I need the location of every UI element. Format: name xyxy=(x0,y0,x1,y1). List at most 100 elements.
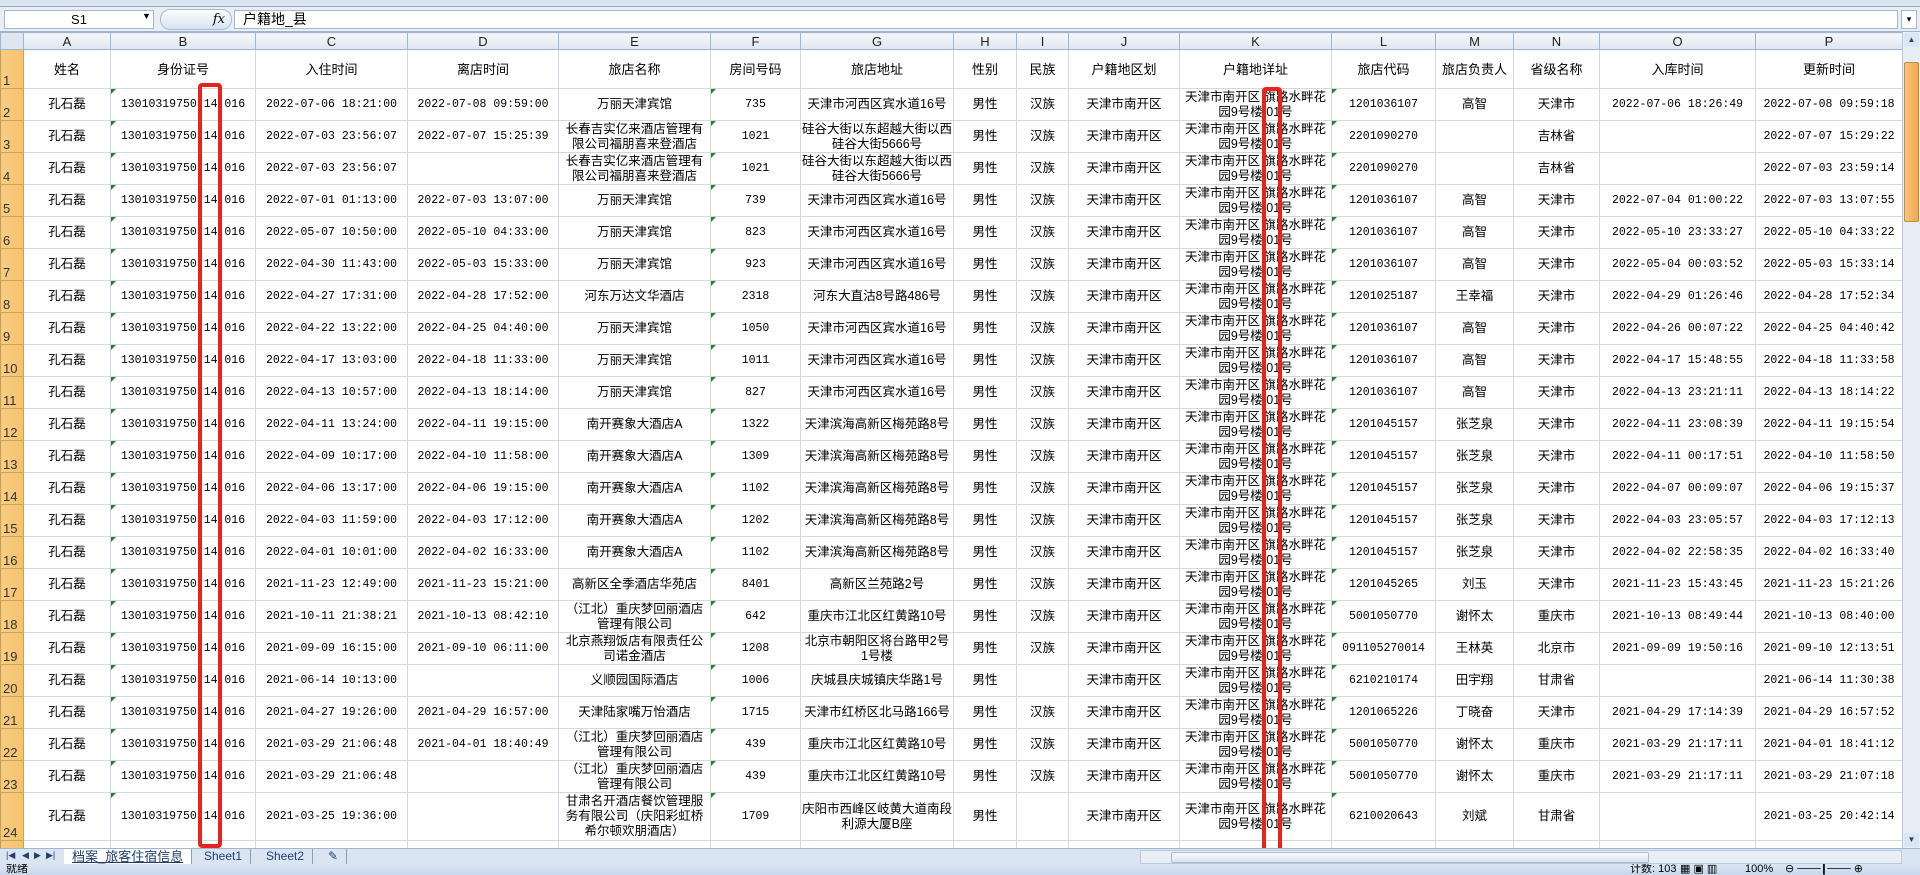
cell-p[interactable]: 2022-04-18 11:33:58 xyxy=(1755,344,1902,377)
cell-e[interactable]: （江北）重庆梦回丽酒店管理有限公司 xyxy=(558,600,711,633)
cell-l[interactable]: 1201045157 xyxy=(1331,408,1436,441)
cell-h[interactable]: 男性 xyxy=(953,312,1017,345)
cell-o[interactable] xyxy=(1599,792,1756,841)
cell-i[interactable]: 汉族 xyxy=(1016,696,1069,729)
cell-b[interactable]: 13010319750 14 016 xyxy=(110,760,256,793)
column-header-c[interactable]: C xyxy=(255,32,408,50)
cell-f[interactable]: 1709 xyxy=(710,792,801,841)
cell-g[interactable]: 硅谷大街以东超越大街以西硅谷大街5666号 xyxy=(800,152,954,185)
cell-m[interactable]: 张芝泉 xyxy=(1435,408,1514,441)
cell-a[interactable]: 孔石磊 xyxy=(23,696,111,729)
cell-l[interactable]: 1201045157 xyxy=(1331,440,1436,473)
cell-e[interactable]: 万丽天津宾馆 xyxy=(558,344,711,377)
cell-j[interactable]: 天津市南开区 xyxy=(1068,408,1180,441)
row-header[interactable]: 4 xyxy=(0,152,24,185)
select-all-corner[interactable] xyxy=(0,32,24,50)
header-cell[interactable]: 旅店名称 xyxy=(558,49,711,89)
cell-h[interactable]: 男性 xyxy=(953,632,1017,665)
cell-j[interactable]: 天津市南开区 xyxy=(1068,216,1180,249)
empty-cell[interactable] xyxy=(1599,840,1756,848)
cell-c[interactable]: 2022-04-27 17:31:00 xyxy=(255,280,408,313)
cell-a[interactable]: 孔石磊 xyxy=(23,344,111,377)
cell-f[interactable]: 439 xyxy=(710,728,801,761)
row-header[interactable]: 18 xyxy=(0,600,24,633)
cell-o[interactable]: 2022-04-26 00:07:22 xyxy=(1599,312,1756,345)
cell-b[interactable]: 13010319750 14 016 xyxy=(110,504,256,537)
cell-p[interactable]: 2022-04-13 18:14:22 xyxy=(1755,376,1902,409)
cell-f[interactable]: 1322 xyxy=(710,408,801,441)
cell-a[interactable]: 孔石磊 xyxy=(23,472,111,505)
cell-n[interactable]: 天津市 xyxy=(1513,88,1600,121)
cell-k[interactable]: 天津市南开区 旗路水畔花园9号楼 01号 xyxy=(1179,600,1332,633)
cell-j[interactable]: 天津市南开区 xyxy=(1068,792,1180,841)
cell-g[interactable]: 重庆市江北区红黄路10号 xyxy=(800,600,954,633)
row-header[interactable]: 5 xyxy=(0,184,24,217)
cell-g[interactable]: 北京市朝阳区将台路甲2号1号楼 xyxy=(800,632,954,665)
cell-n[interactable]: 甘肃省 xyxy=(1513,792,1600,841)
cell-d[interactable]: 2022-07-08 09:59:00 xyxy=(407,88,559,121)
cell-l[interactable]: 5001050770 xyxy=(1331,600,1436,633)
cell-o[interactable] xyxy=(1599,120,1756,153)
header-cell[interactable]: 性别 xyxy=(953,49,1017,89)
cell-k[interactable]: 天津市南开区 旗路水畔花园9号楼 01号 xyxy=(1179,792,1332,841)
cell-p[interactable]: 2022-04-11 19:15:54 xyxy=(1755,408,1902,441)
cell-n[interactable]: 天津市 xyxy=(1513,408,1600,441)
cell-e[interactable]: 南开赛象大酒店A xyxy=(558,536,711,569)
cell-d[interactable]: 2022-04-28 17:52:00 xyxy=(407,280,559,313)
cell-k[interactable]: 天津市南开区 旗路水畔花园9号楼 01号 xyxy=(1179,184,1332,217)
cell-o[interactable]: 2022-07-04 01:00:22 xyxy=(1599,184,1756,217)
cell-j[interactable]: 天津市南开区 xyxy=(1068,696,1180,729)
header-cell[interactable]: 旅店负责人 xyxy=(1435,49,1514,89)
cell-d[interactable]: 2022-04-11 19:15:00 xyxy=(407,408,559,441)
cell-e[interactable]: 河东万达文华酒店 xyxy=(558,280,711,313)
row-header[interactable]: 6 xyxy=(0,216,24,249)
cell-k[interactable]: 天津市南开区 旗路水畔花园9号楼 01号 xyxy=(1179,248,1332,281)
cell-h[interactable]: 男性 xyxy=(953,504,1017,537)
cell-e[interactable]: 万丽天津宾馆 xyxy=(558,248,711,281)
cell-n[interactable]: 天津市 xyxy=(1513,376,1600,409)
empty-cell[interactable] xyxy=(710,840,801,848)
cell-o[interactable]: 2022-07-06 18:26:49 xyxy=(1599,88,1756,121)
row-header[interactable]: 14 xyxy=(0,472,24,505)
row-header[interactable]: 16 xyxy=(0,536,24,569)
cell-f[interactable]: 439 xyxy=(710,760,801,793)
cell-i[interactable]: 汉族 xyxy=(1016,376,1069,409)
cell-i[interactable]: 汉族 xyxy=(1016,248,1069,281)
cell-i[interactable]: 汉族 xyxy=(1016,472,1069,505)
cell-c[interactable]: 2022-07-03 23:56:07 xyxy=(255,120,408,153)
cell-b[interactable]: 13010319750 14 016 xyxy=(110,376,256,409)
cell-g[interactable]: 天津滨海高新区梅苑路8号 xyxy=(800,536,954,569)
cell-f[interactable]: 735 xyxy=(710,88,801,121)
column-header-d[interactable]: D xyxy=(407,32,559,50)
cell-c[interactable]: 2022-04-09 10:17:00 xyxy=(255,440,408,473)
cell-k[interactable]: 天津市南开区 旗路水畔花园9号楼 01号 xyxy=(1179,408,1332,441)
row-header[interactable]: 20 xyxy=(0,664,24,697)
cell-j[interactable]: 天津市南开区 xyxy=(1068,120,1180,153)
header-cell[interactable]: 民族 xyxy=(1016,49,1069,89)
cell-p[interactable]: 2021-04-29 16:57:52 xyxy=(1755,696,1902,729)
column-header-g[interactable]: G xyxy=(800,32,954,50)
cell-c[interactable]: 2021-03-25 19:36:00 xyxy=(255,792,408,841)
cell-l[interactable]: 1201045157 xyxy=(1331,536,1436,569)
cell-l[interactable]: 1201065226 xyxy=(1331,696,1436,729)
cell-l[interactable]: 1201045157 xyxy=(1331,472,1436,505)
row-header[interactable]: 1 xyxy=(0,49,24,89)
cell-p[interactable]: 2022-07-07 15:29:22 xyxy=(1755,120,1902,153)
cell-g[interactable]: 天津市红桥区北马路166号 xyxy=(800,696,954,729)
cell-g[interactable]: 天津滨海高新区梅苑路8号 xyxy=(800,472,954,505)
cell-o[interactable]: 2022-05-04 00:03:52 xyxy=(1599,248,1756,281)
empty-cell[interactable] xyxy=(1755,840,1902,848)
cell-a[interactable]: 孔石磊 xyxy=(23,760,111,793)
cell-b[interactable]: 13010319750 14 016 xyxy=(110,184,256,217)
cell-d[interactable] xyxy=(407,152,559,185)
cell-k[interactable]: 天津市南开区 旗路水畔花园9号楼 01号 xyxy=(1179,152,1332,185)
cell-p[interactable]: 2022-04-28 17:52:34 xyxy=(1755,280,1902,313)
cell-o[interactable]: 2021-04-29 17:14:39 xyxy=(1599,696,1756,729)
cell-g[interactable]: 重庆市江北区红黄路10号 xyxy=(800,760,954,793)
cell-e[interactable]: 南开赛象大酒店A xyxy=(558,472,711,505)
cell-e[interactable]: 长春吉实亿来酒店管理有限公司福朋喜来登酒店 xyxy=(558,152,711,185)
cell-g[interactable]: 天津市河西区宾水道16号 xyxy=(800,376,954,409)
cell-e[interactable]: 万丽天津宾馆 xyxy=(558,312,711,345)
cell-e[interactable]: 北京燕翔饭店有限责任公司诺金酒店 xyxy=(558,632,711,665)
cell-j[interactable]: 天津市南开区 xyxy=(1068,632,1180,665)
